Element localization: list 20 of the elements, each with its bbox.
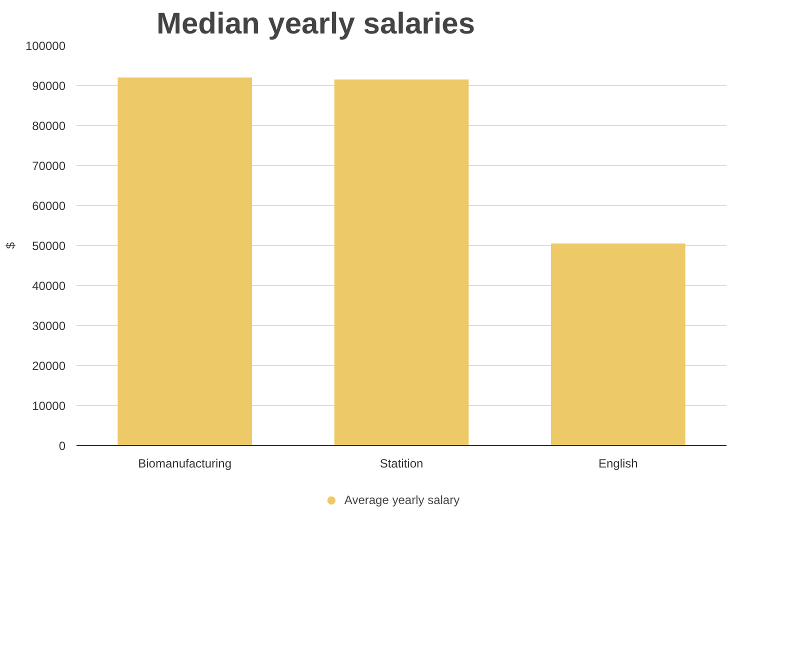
y-tick-label: 70000 — [32, 159, 66, 173]
y-tick-label: 0 — [58, 439, 66, 453]
y-tick-label: 20000 — [32, 359, 66, 373]
bar — [551, 244, 686, 446]
x-tick-label: English — [598, 456, 638, 470]
x-tick-label: Biomanufacturing — [138, 456, 232, 470]
legend-label: Average yearly salary — [344, 493, 460, 507]
y-tick-label: 90000 — [32, 79, 66, 93]
y-tick-label: 50000 — [32, 239, 66, 253]
y-tick-label: 30000 — [32, 319, 66, 333]
y-axis-title: $ — [3, 242, 18, 249]
y-tick-label: 40000 — [32, 279, 66, 293]
y-tick-label: 80000 — [32, 119, 66, 133]
x-tick-label: Statition — [380, 456, 424, 470]
y-tick-label: 10000 — [32, 399, 66, 413]
bar — [334, 80, 469, 446]
y-tick-label: 60000 — [32, 199, 66, 213]
bar — [118, 78, 252, 446]
chart-title: Median yearly salaries — [156, 8, 476, 40]
y-tick-label: 100000 — [25, 39, 66, 53]
